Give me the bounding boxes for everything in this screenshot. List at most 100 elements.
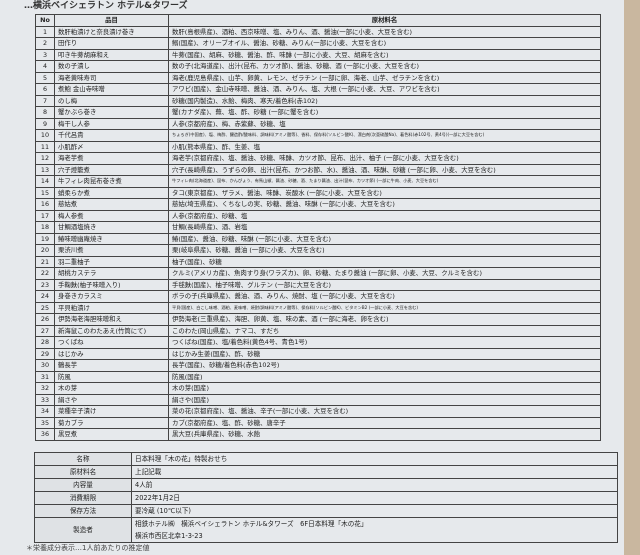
info-label: 名称 xyxy=(34,452,132,466)
ingredients: 手毬麩(国産)、柚子味噌、グルテン (一部に大豆を含む) xyxy=(168,278,601,291)
row-number: 24 xyxy=(35,290,55,303)
row-number: 34 xyxy=(35,405,55,418)
row-number: 11 xyxy=(35,140,55,153)
item-name: 胡桃カステラ xyxy=(54,267,169,280)
ingredients: 人参(京都府産)、砂糖、塩 xyxy=(168,209,601,222)
item-name: 数の子漬し xyxy=(54,60,169,73)
row-number: 19 xyxy=(35,232,55,245)
row-number: 5 xyxy=(35,71,55,84)
item-name: つくばね xyxy=(54,336,169,349)
row-number: 30 xyxy=(35,359,55,372)
info-value: 要冷蔵 (10℃以下) xyxy=(131,504,618,518)
ingredients: 平貝(国産)、白こし味噌、酒粕、麦味噌、焼酎/調味料(アミノ酸等)、保存料(ソル… xyxy=(168,301,601,314)
info-value-line: 2022年1月2日 xyxy=(135,494,180,502)
table-row: 22 胡桃カステラ クルミ(アメリカ産)、魚肉すり身(ワラズカ)、卵、砂糖、たまり醤… xyxy=(35,267,601,280)
row-number: 15 xyxy=(35,186,55,199)
row-number: 27 xyxy=(35,324,55,337)
table-row: 20 栗渋川煮 栗(岐阜県産)、砂糖、醤油 (一部に小麦、大豆を含む) xyxy=(35,244,601,257)
ingredients: 鰆(国産)、醤油、砂糖、味醂 (一部に小麦、大豆を含む) xyxy=(168,232,601,245)
table-row: 5 海老黄味寿司 海老(鹿児島県産)、山芋、卵黄、レモン、ゼラチン (一部に卵、海老… xyxy=(35,71,601,84)
row-number: 21 xyxy=(35,255,55,268)
ingredients: 砂糖(国内製造)、水飴、梅肉、寒天/着色料(赤102) xyxy=(168,94,601,107)
item-name: 小肌酢〆 xyxy=(54,140,169,153)
ingredients: 人参(京都府産)、梅、赤紫蘇、砂糖、塩 xyxy=(168,117,601,130)
table-row: 35 菊カブラ カブ(京都府産)、塩、酢、砂糖、唐辛子 xyxy=(35,416,601,429)
item-name: 菜種辛子漬け xyxy=(54,405,169,418)
row-number: 35 xyxy=(35,416,55,429)
item-name: 慈姑煮 xyxy=(54,198,169,211)
item-name: 梅人参煮 xyxy=(54,209,169,222)
row-number: 2 xyxy=(35,37,55,50)
row-number: 9 xyxy=(35,117,55,130)
table-row: 25 平貝粕漬け 平貝(国産)、白こし味噌、酒粕、麦味噌、焼酎/調味料(アミノ酸等)… xyxy=(35,301,601,314)
ingredients: 黒大豆(兵庫県産)、砂糖、水飴 xyxy=(168,428,601,441)
row-number: 20 xyxy=(35,244,55,257)
item-name: 身巻きカラスミ xyxy=(54,290,169,303)
table-row: 15 蛸柔らか煮 タコ(東京都産)、ザラメ、醤油、味醂、炭酸水 (一部に小麦、大豆を… xyxy=(35,186,601,199)
row-number: 32 xyxy=(35,382,55,395)
info-value-line: 日本料理「木の花」特製おせち xyxy=(135,455,228,463)
info-label: 消費期限 xyxy=(34,491,132,505)
ingredients: 菜の花(京都府産)、塩、醤油、辛子(一部に小麦、大豆を含む) xyxy=(168,405,601,418)
ingredients: 慈姑(埼玉県産)、くちなしの実、砂糖、醤油、味醂 (一部に小麦、大豆を含む) xyxy=(168,198,601,211)
row-number: 12 xyxy=(35,152,55,165)
item-name: 海老黄味寿司 xyxy=(54,71,169,84)
footer-note: ＊栄養成分表示…1人前あたりの推定値 xyxy=(26,544,150,552)
item-name: 海老芋煮 xyxy=(54,152,169,165)
ingredients: 甘鯛(長崎県産)、酒、岩塩 xyxy=(168,221,601,234)
item-name: のし梅 xyxy=(54,94,169,107)
table-row: 30 鶴長芋 長芋(国産)、砂糖/着色料(赤色102号) xyxy=(35,359,601,372)
table-row: 29 はじかみ はじかみ生姜(国産)、酢、砂糖 xyxy=(35,347,601,360)
item-name: 黒豆煮 xyxy=(54,428,169,441)
table-row: 2 田作り 鰯(国産)、オリーブオイル、醤油、砂糖、みりん(一部に小麦、大豆を含む) xyxy=(35,37,601,50)
item-name: 蟹かぶら巻き xyxy=(54,106,169,119)
info-value: 上記記載 xyxy=(131,465,618,479)
info-label: 内容量 xyxy=(34,478,132,492)
info-value-line: 相鉄ホテル㈱ 横浜ベイシェラトン ホテル&タワーズ 6F日本料理「木の花」 xyxy=(135,520,368,528)
ingredients: つくばね(国産)、塩/着色料(黄色4号、青色1号) xyxy=(168,336,601,349)
info-label: 原材料名 xyxy=(34,465,132,479)
table-row: 31 防風 防風(国産) xyxy=(35,370,601,383)
ingredients: 絹さや(国産) xyxy=(168,393,601,406)
table-row: 7 のし梅 砂糖(国内製造)、水飴、梅肉、寒天/着色料(赤102) xyxy=(35,94,601,107)
row-number: 26 xyxy=(35,313,55,326)
table-row: 32 木の芽 木の芽(国産) xyxy=(35,382,601,395)
info-label: 製造者 xyxy=(34,517,132,543)
info-row: 内容量 4人前 xyxy=(34,478,618,492)
row-number: 14 xyxy=(35,175,55,188)
item-name: 木の芽 xyxy=(54,382,169,395)
table-row: 16 慈姑煮 慈姑(埼玉県産)、くちなしの実、砂糖、醤油、味醂 (一部に小麦、大豆を… xyxy=(35,198,601,211)
ingredients: このわた(岡山県産)、ナマコ、すだち xyxy=(168,324,601,337)
table-row: 8 蟹かぶら巻き 蟹(カナダ産)、蕪、塩、酢、砂糖 (一部に蟹を含む) xyxy=(35,106,601,119)
table-row: 12 海老芋煮 海老芋(京都府産)、塩、醤油、砂糖、味醂、カツオ節、昆布、出汁、柚子… xyxy=(35,152,601,165)
row-number: 23 xyxy=(35,278,55,291)
row-number: 16 xyxy=(35,198,55,211)
ingredients: 海老(鹿児島県産)、山芋、卵黄、レモン、ゼラチン (一部に卵、海老、山芋、ゼラチ… xyxy=(168,71,601,84)
ingredients: タコ(東京都産)、ザラメ、醤油、味醂、炭酸水 (一部に小麦、大豆を含む) xyxy=(168,186,601,199)
item-name: 栗渋川煮 xyxy=(54,244,169,257)
info-row: 名称 日本料理「木の花」特製おせち xyxy=(34,452,618,466)
table-row: 33 絹さや 絹さや(国産) xyxy=(35,393,601,406)
ingredients: 牛蒡(国産)、胡麻、砂糖、醤油、酢、味醂 (一部に小麦、大豆、胡麻を含む) xyxy=(168,48,601,61)
item-name: 穴子燈籠煮 xyxy=(54,163,169,176)
table-row: 24 身巻きカラスミ ボラの子(兵庫県産)、醤油、酒、みりん、焼酎、塩 (一部に小麦… xyxy=(35,290,601,303)
row-number: 33 xyxy=(35,393,55,406)
item-name: 新海鼠このわたあえ(竹筒にて) xyxy=(54,324,169,337)
product-info-table: 名称 日本料理「木の花」特製おせち 原材料名 上記記載 内容量 4人前 消費期限 2022年1… xyxy=(34,452,618,543)
ingredients: 伊勢海老(三重県産)、海胆、卵黄、塩、味の素、酒 (一部に海老、卵を含む) xyxy=(168,313,601,326)
ingredients: 穴子(長崎県産)、うずらの卵、出汁(昆布、かつお節、水)、醤油、酒、味醂、砂糖 … xyxy=(168,163,601,176)
header-no: No xyxy=(35,14,55,27)
row-number: 10 xyxy=(35,129,55,142)
table-row: 1 数肝粕漬けと奈良漬け巻き 数肝(島根県産)、酒粕、西京味噌、塩、みりん、酒、醤油… xyxy=(35,25,601,38)
row-number: 1 xyxy=(35,25,55,38)
row-number: 4 xyxy=(35,60,55,73)
info-label: 保存方法 xyxy=(34,504,132,518)
info-value-line: 要冷蔵 (10℃以下) xyxy=(135,507,192,515)
table-row: 26 伊勢海老海胆味噌和え 伊勢海老(三重県産)、海胆、卵黄、塩、味の素、酒 (一部… xyxy=(35,313,601,326)
item-name: 絹さや xyxy=(54,393,169,406)
item-name: 数肝粕漬けと奈良漬け巻き xyxy=(54,25,169,38)
row-number: 29 xyxy=(35,347,55,360)
table-row: 36 黒豆煮 黒大豆(兵庫県産)、砂糖、水飴 xyxy=(35,428,601,441)
item-name: 鰆味噌幽庵焼き xyxy=(54,232,169,245)
item-name: 羽二重柚子 xyxy=(54,255,169,268)
